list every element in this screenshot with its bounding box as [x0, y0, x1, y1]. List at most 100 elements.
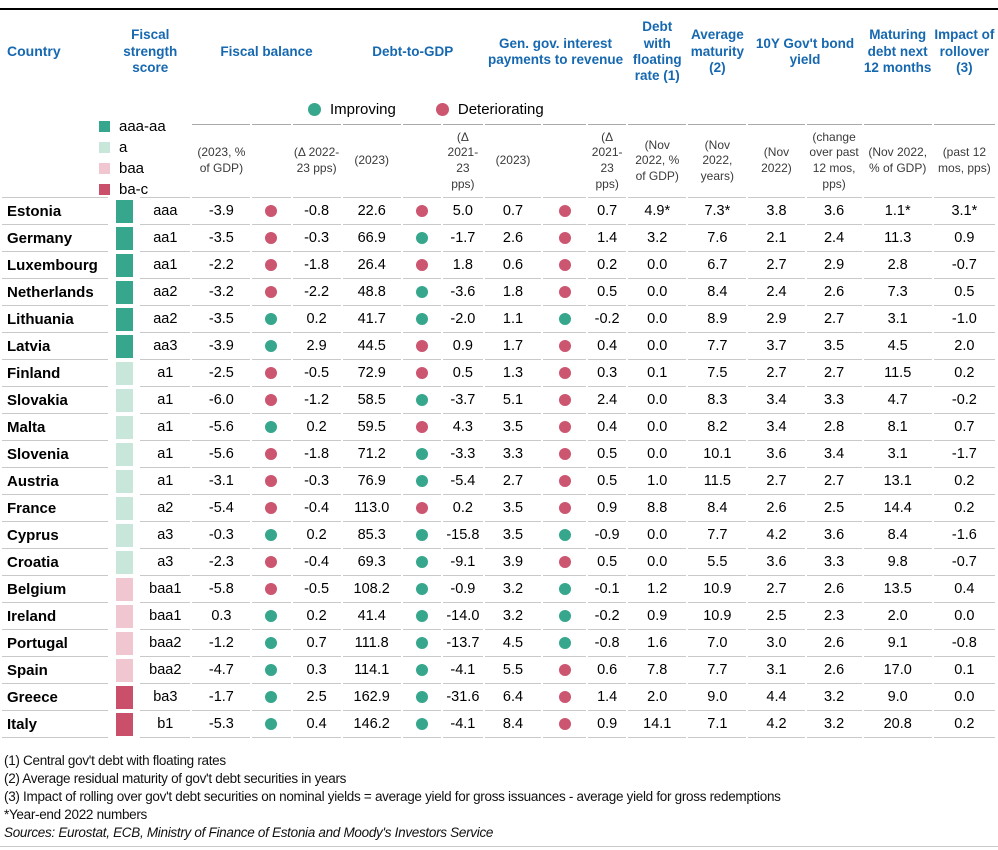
rating-chip-cell: [110, 306, 138, 333]
deteriorating-dot-icon: [265, 556, 278, 569]
rating-chip-cell: [110, 252, 138, 279]
value-cell: 0.0: [628, 252, 687, 279]
value-cell: 113.0: [342, 495, 401, 522]
improving-dot-icon: [558, 610, 571, 623]
value-cell: 0.9: [588, 711, 627, 738]
value-cell: 2.6: [484, 225, 542, 252]
value-cell: -3.5: [192, 225, 251, 252]
top-rule: [0, 8, 998, 10]
value-cell: -0.2: [933, 387, 995, 414]
improving-dot-icon: [265, 529, 278, 542]
improving-dot-icon: [558, 313, 571, 326]
country-cell: Luxembourg: [2, 252, 109, 279]
value-cell: 2.0: [863, 603, 932, 630]
trend-dot-cell: [543, 252, 587, 279]
improving-dot-icon: [265, 718, 278, 731]
trend-dot-cell: [402, 252, 441, 279]
table-row: Netherlands aa2 -3.2 -2.2 48.8 -3.6 1.8 0.5 0.0 8…: [2, 279, 995, 306]
country-cell: Spain: [2, 657, 109, 684]
value-cell: 4.2: [748, 711, 805, 738]
value-cell: 0.6: [484, 252, 542, 279]
country-cell: Greece: [2, 684, 109, 711]
deteriorating-dot-icon: [435, 102, 449, 116]
value-cell: 4.2: [748, 522, 805, 549]
value-cell: 85.3: [342, 522, 401, 549]
unit-fiscal-balance-value: (2023, % of GDP): [192, 124, 251, 198]
improving-dot-icon: [415, 232, 428, 245]
value-cell: -0.8: [292, 198, 341, 225]
value-cell: 7.7: [688, 333, 747, 360]
rating-chip-cell: [110, 387, 138, 414]
value-cell: 2.0: [933, 333, 995, 360]
footnote-asterisk: *Year-end 2022 numbers: [4, 807, 148, 822]
unit-yield-change: (change over past 12 mos, pps): [806, 124, 862, 198]
value-cell: 0.5: [588, 468, 627, 495]
value-cell: 3.6: [806, 522, 862, 549]
value-cell: -0.5: [292, 360, 341, 387]
improving-dot-icon: [265, 637, 278, 650]
value-cell: 3.5: [484, 495, 542, 522]
value-cell: 2.7: [748, 360, 805, 387]
rating-chip-cell: [110, 684, 138, 711]
value-cell: 22.6: [342, 198, 401, 225]
value-cell: 76.9: [342, 468, 401, 495]
deteriorating-dot-icon: [265, 502, 278, 515]
trend-dot-cell: [543, 576, 587, 603]
rating-swatch-icon: [115, 362, 133, 385]
trend-dot-cell: [402, 441, 441, 468]
rating-chip-cell: [110, 441, 138, 468]
value-cell: 0.5: [588, 441, 627, 468]
rating-swatch-icon: [115, 578, 133, 601]
improving-dot-icon: [415, 394, 428, 407]
unit-rollover: (past 12 mos, pps): [933, 124, 995, 198]
rating-score-cell: aa1: [140, 225, 191, 252]
value-cell: 3.2: [484, 603, 542, 630]
trend-dot-cell: [252, 387, 291, 414]
value-cell: -3.9: [192, 198, 251, 225]
improving-dot-icon: [415, 691, 428, 704]
trend-dot-cell: [543, 279, 587, 306]
value-cell: -3.3: [442, 441, 483, 468]
rating-swatch-icon: [115, 200, 133, 223]
value-cell: 1.4: [588, 225, 627, 252]
value-cell: 7.7: [688, 657, 747, 684]
rating-chip-cell: [110, 468, 138, 495]
value-cell: 2.6: [806, 657, 862, 684]
trend-dot-cell: [543, 495, 587, 522]
country-cell: Cyprus: [2, 522, 109, 549]
value-cell: 0.6: [588, 657, 627, 684]
value-cell: 3.2: [806, 711, 862, 738]
value-cell: 3.5: [484, 414, 542, 441]
improving-label: Improving: [330, 100, 396, 118]
value-cell: -1.2: [292, 387, 341, 414]
rating-chip-cell: [110, 198, 138, 225]
rating-ba-c-swatch-icon: [99, 184, 110, 195]
value-cell: 0.0: [933, 684, 995, 711]
trend-dot-cell: [252, 630, 291, 657]
value-cell: 8.1: [863, 414, 932, 441]
value-cell: 8.4: [863, 522, 932, 549]
deteriorating-dot-icon: [415, 340, 428, 353]
table-row: Estonia aaa -3.9 -0.8 22.6 5.0 0.7 0.7 4.9* 7.3* 3…: [2, 198, 995, 225]
value-cell: -13.7: [442, 630, 483, 657]
rating-legend-item: baa: [99, 158, 166, 179]
improving-dot-icon: [415, 286, 428, 299]
country-cell: Malta: [2, 414, 109, 441]
table-row: Slovenia a1 -5.6 -1.8 71.2 -3.3 3.3 0.5 0.0 10.1 3…: [2, 441, 995, 468]
value-cell: 9.8: [863, 549, 932, 576]
value-cell: -4.1: [442, 711, 483, 738]
value-cell: -1.0: [933, 306, 995, 333]
deteriorating-dot-icon: [415, 367, 428, 380]
value-cell: 0.5: [933, 279, 995, 306]
deteriorating-dot-icon: [558, 205, 571, 218]
value-cell: 0.0: [628, 522, 687, 549]
column-header-floating-rate: Debt with floating rate (1): [632, 19, 682, 84]
deteriorating-dot-icon: [265, 232, 278, 245]
value-cell: 3.0: [748, 630, 805, 657]
rating-chip-cell: [110, 495, 138, 522]
country-cell: Italy: [2, 711, 109, 738]
trend-dot-cell: [252, 198, 291, 225]
unit-debt-delta: (Δ 2021-23 pps): [442, 124, 483, 198]
value-cell: 3.4: [748, 414, 805, 441]
value-cell: -3.7: [442, 387, 483, 414]
